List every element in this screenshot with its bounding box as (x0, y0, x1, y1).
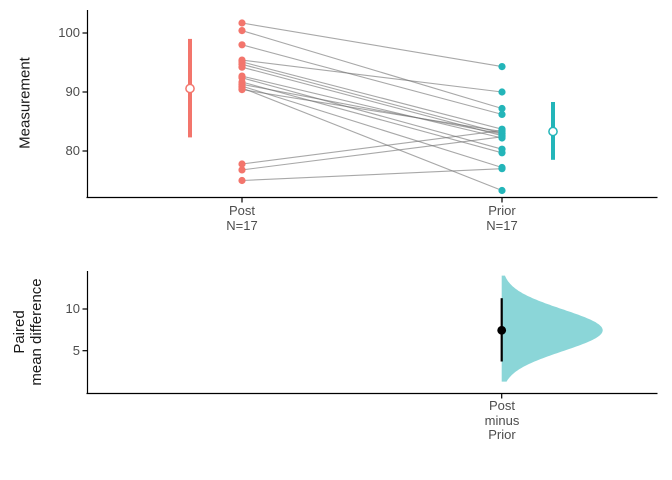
slope-line (241, 61, 503, 130)
post-data-point (238, 176, 246, 185)
difference-violin (501, 275, 603, 382)
slope-line (241, 87, 503, 192)
prior-data-point (498, 186, 506, 195)
bottom-y-axis-title-line2: mean difference (28, 278, 45, 386)
prior-group-name: Prior (488, 203, 516, 218)
post-group-name: Post (228, 203, 255, 218)
prior-data-point (498, 149, 506, 157)
slope-line (241, 89, 503, 133)
difference-axis-label-line2: minus (484, 412, 520, 428)
bottom-ytick-10: 10 (65, 301, 80, 316)
top-ytick-80: 80 (65, 143, 80, 158)
prior-data-point (498, 88, 506, 96)
post-data-point (238, 86, 246, 94)
prior-data-point (498, 63, 506, 71)
slope-line (241, 77, 503, 150)
post-data-point (238, 19, 246, 27)
post-data-point (238, 27, 246, 35)
prior-group-label: Prior N=17 (457, 203, 547, 233)
top-ytick-100: 100 (58, 25, 80, 40)
post-data-point (238, 41, 246, 49)
bottom-ytick-5: 5 (72, 343, 80, 358)
slope-line (241, 168, 503, 182)
difference-axis-label-line3: Prior (488, 427, 516, 442)
difference-axis-label-line1: Post (488, 398, 515, 413)
prior-data-point (498, 104, 506, 113)
post-data-point (238, 63, 246, 71)
prior-data-point (498, 126, 506, 134)
post-mean-marker (185, 83, 195, 94)
slope-line (241, 63, 503, 134)
difference-mean-dot (497, 325, 507, 335)
post-data-point (238, 160, 246, 168)
top-y-axis-title: Measurement (16, 57, 34, 149)
slope-line (241, 136, 503, 171)
slope-line (241, 30, 503, 110)
bottom-y-axis-title: Paired mean difference (11, 278, 45, 385)
slope-line (241, 85, 503, 169)
bottom-y-axis-title-line1: Paired (11, 310, 28, 354)
prior-data-point (498, 110, 506, 118)
post-data-point (238, 166, 246, 174)
post-group-label: Post N=17 (197, 203, 287, 233)
prior-mean-marker (548, 126, 558, 137)
slope-line (241, 75, 503, 139)
difference-axis-label: Post minus Prior (457, 398, 547, 443)
slope-line (241, 129, 503, 165)
slope-line (241, 44, 503, 115)
prior-group-n: N=17 (486, 218, 518, 233)
prior-data-point (498, 133, 506, 141)
prior-data-point (498, 165, 506, 173)
slope-line (241, 83, 503, 135)
slope-line (241, 81, 503, 154)
post-group-n: N=17 (226, 218, 258, 233)
slope-line (241, 59, 503, 93)
slope-line (241, 22, 503, 68)
top-ytick-90: 90 (65, 84, 80, 99)
